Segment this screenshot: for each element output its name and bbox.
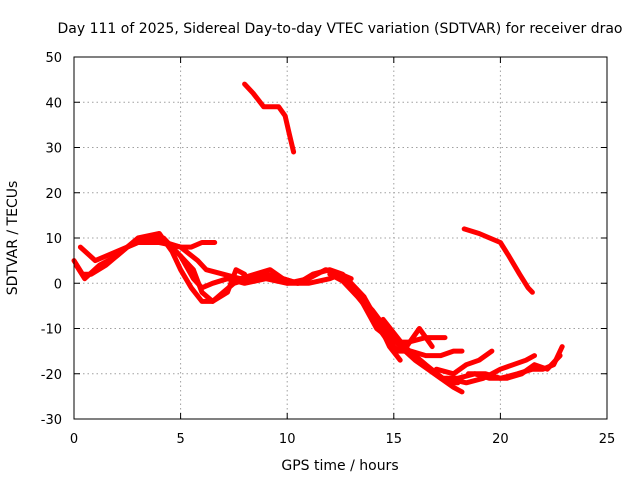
y-tick-label: -30 [41,413,62,428]
x-tick-label: 10 [279,432,296,447]
y-tick-label: 20 [45,187,62,202]
x-tick-label: 5 [176,432,184,447]
x-tick-label: 15 [386,432,403,447]
series-line-sat-m [433,348,495,377]
series-layer [71,81,565,395]
series-line-sat-p [461,226,535,295]
x-tick-label: 20 [492,432,509,447]
x-tick-label: 0 [70,432,78,447]
y-tick-label: 40 [45,96,62,111]
series-line-sat-d [163,240,218,250]
tick-label-layer: 0 5 10 15 20 25 -30 -20 -10 0 10 20 30 40 50 [41,51,616,447]
x-tick-label: 25 [599,432,616,447]
series-line-sat-f [242,81,297,155]
plot-frame [73,56,608,420]
y-tick-label: 0 [54,277,62,292]
y-tick-label: -20 [41,368,62,383]
series-line-sat-e [178,253,248,304]
series-line-sat-n [444,353,537,386]
y-tick-label: 50 [45,51,62,66]
chart-title: Day 111 of 2025, Sidereal Day-to-day VTE… [57,21,622,37]
y-tick-label: -10 [41,323,62,338]
y-tick-label: 10 [45,232,62,247]
y-axis-label: SDTVAR / TECUs [5,181,21,296]
grid-layer [74,57,607,419]
y-tick-label: 30 [45,142,62,157]
series-line-sat-l [404,326,435,350]
x-axis-label: GPS time / hours [281,458,398,474]
series-line-sat-o [465,344,565,381]
